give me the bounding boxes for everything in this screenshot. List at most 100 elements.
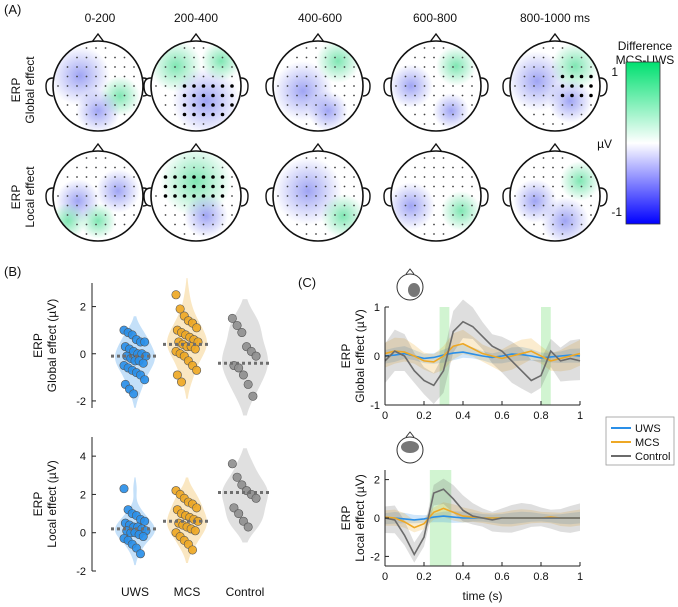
electrode-25 — [277, 195, 279, 197]
electrode-7 — [114, 166, 116, 169]
electrode-58 — [324, 123, 327, 125]
electrode-21 — [324, 75, 327, 78]
blob-2 — [201, 41, 241, 81]
sig-electrode-1 — [173, 175, 177, 179]
electrode-3 — [414, 166, 416, 169]
head-icon-nose — [405, 431, 415, 438]
right-ear — [240, 77, 249, 97]
point-Control-0 — [227, 313, 237, 323]
electrode-9 — [286, 66, 289, 68]
electrode-2 — [324, 157, 327, 159]
electrode-42 — [164, 214, 167, 216]
electrode-34 — [523, 94, 526, 97]
electrode-47 — [334, 104, 336, 106]
electrode-13 — [104, 66, 107, 68]
electrode-49 — [133, 104, 135, 106]
electrode-41 — [231, 204, 233, 207]
electrode-15 — [580, 176, 583, 178]
y-label: ERP Global effect (µV) — [31, 299, 59, 392]
electrode-54 — [114, 113, 116, 116]
electrode-22 — [114, 75, 116, 78]
electrode-35 — [76, 204, 78, 207]
sig-electrode-8 — [560, 93, 565, 98]
electrode-19 — [423, 75, 426, 78]
electrode-48 — [580, 104, 583, 106]
electrode-20 — [315, 185, 317, 188]
electrode-1 — [193, 47, 195, 49]
electrode-45 — [433, 214, 435, 216]
y-tick-label-2: -2 — [370, 551, 380, 563]
electrode-48 — [343, 104, 346, 106]
colorbar-min-label: -1 — [611, 205, 622, 219]
electrode-50 — [174, 223, 176, 226]
electrode-36 — [423, 94, 426, 97]
electrode-45 — [193, 214, 195, 216]
y-tick-label-1: 0 — [374, 513, 380, 525]
electrode-6 — [202, 56, 205, 59]
x-tick-label-1: 0.2 — [416, 410, 431, 422]
electrode-10 — [414, 66, 416, 68]
electrode-8 — [343, 56, 346, 59]
electrode-41 — [353, 204, 355, 207]
point-UWS-21 — [136, 549, 146, 559]
x-tick-label-0: 0 — [382, 410, 388, 422]
electrode-15 — [461, 66, 464, 68]
electrode-57 — [95, 123, 97, 125]
y-label-line1: ERP — [339, 506, 353, 531]
electrode-36 — [305, 94, 308, 97]
point-Control-5 — [251, 351, 261, 361]
sig-electrode-12 — [211, 184, 215, 189]
electrode-12 — [433, 66, 435, 68]
point-MCS-21 — [188, 545, 198, 555]
electrode-50 — [414, 113, 416, 116]
sig-electrode-11 — [589, 93, 593, 98]
blob-0 — [391, 182, 435, 230]
electrode-57 — [552, 123, 554, 125]
blob-1 — [436, 46, 476, 86]
electrode-44 — [542, 214, 545, 216]
electrode-57 — [193, 123, 195, 125]
nose — [311, 32, 325, 43]
electrode-5 — [433, 56, 435, 59]
electrode-51 — [423, 113, 426, 116]
electrode-34 — [286, 94, 289, 97]
electrode-45 — [95, 214, 97, 216]
blob-1 — [541, 197, 589, 241]
electrode-14 — [212, 66, 214, 68]
electrode-4 — [183, 166, 186, 169]
nose — [429, 142, 443, 153]
electrode-34 — [404, 204, 407, 207]
x-tick-label-5: 1 — [577, 410, 583, 422]
electrode-51 — [305, 113, 308, 116]
point-Control-1 — [232, 472, 242, 482]
topomap-1-1 — [143, 142, 249, 242]
sig-electrode-9 — [211, 93, 215, 98]
electrode-42 — [523, 214, 526, 216]
blob-2 — [560, 161, 600, 201]
electrode-44 — [85, 214, 88, 216]
x-tick-label-3: 0.6 — [494, 571, 509, 583]
electrode-57 — [433, 123, 435, 125]
significance-window-0 — [429, 470, 452, 566]
electrode-36 — [85, 204, 88, 207]
electrode-0 — [183, 157, 186, 159]
electrode-41 — [471, 204, 473, 207]
electrode-42 — [286, 214, 289, 216]
topomap-0-0 — [45, 32, 151, 132]
electrode-45 — [315, 104, 317, 106]
electrode-48 — [343, 214, 346, 216]
electrode-11 — [423, 176, 426, 178]
electrode-56 — [305, 233, 308, 235]
head-outline — [509, 40, 601, 132]
electrode-49 — [590, 104, 592, 106]
electrode-50 — [76, 223, 78, 226]
electrode-52 — [315, 223, 317, 226]
electrode-5 — [193, 56, 195, 59]
electrode-28 — [423, 85, 426, 87]
electrode-1 — [433, 157, 435, 159]
electrode-30 — [104, 195, 107, 197]
electrode-16 — [590, 176, 592, 178]
electrode-56 — [542, 123, 545, 125]
